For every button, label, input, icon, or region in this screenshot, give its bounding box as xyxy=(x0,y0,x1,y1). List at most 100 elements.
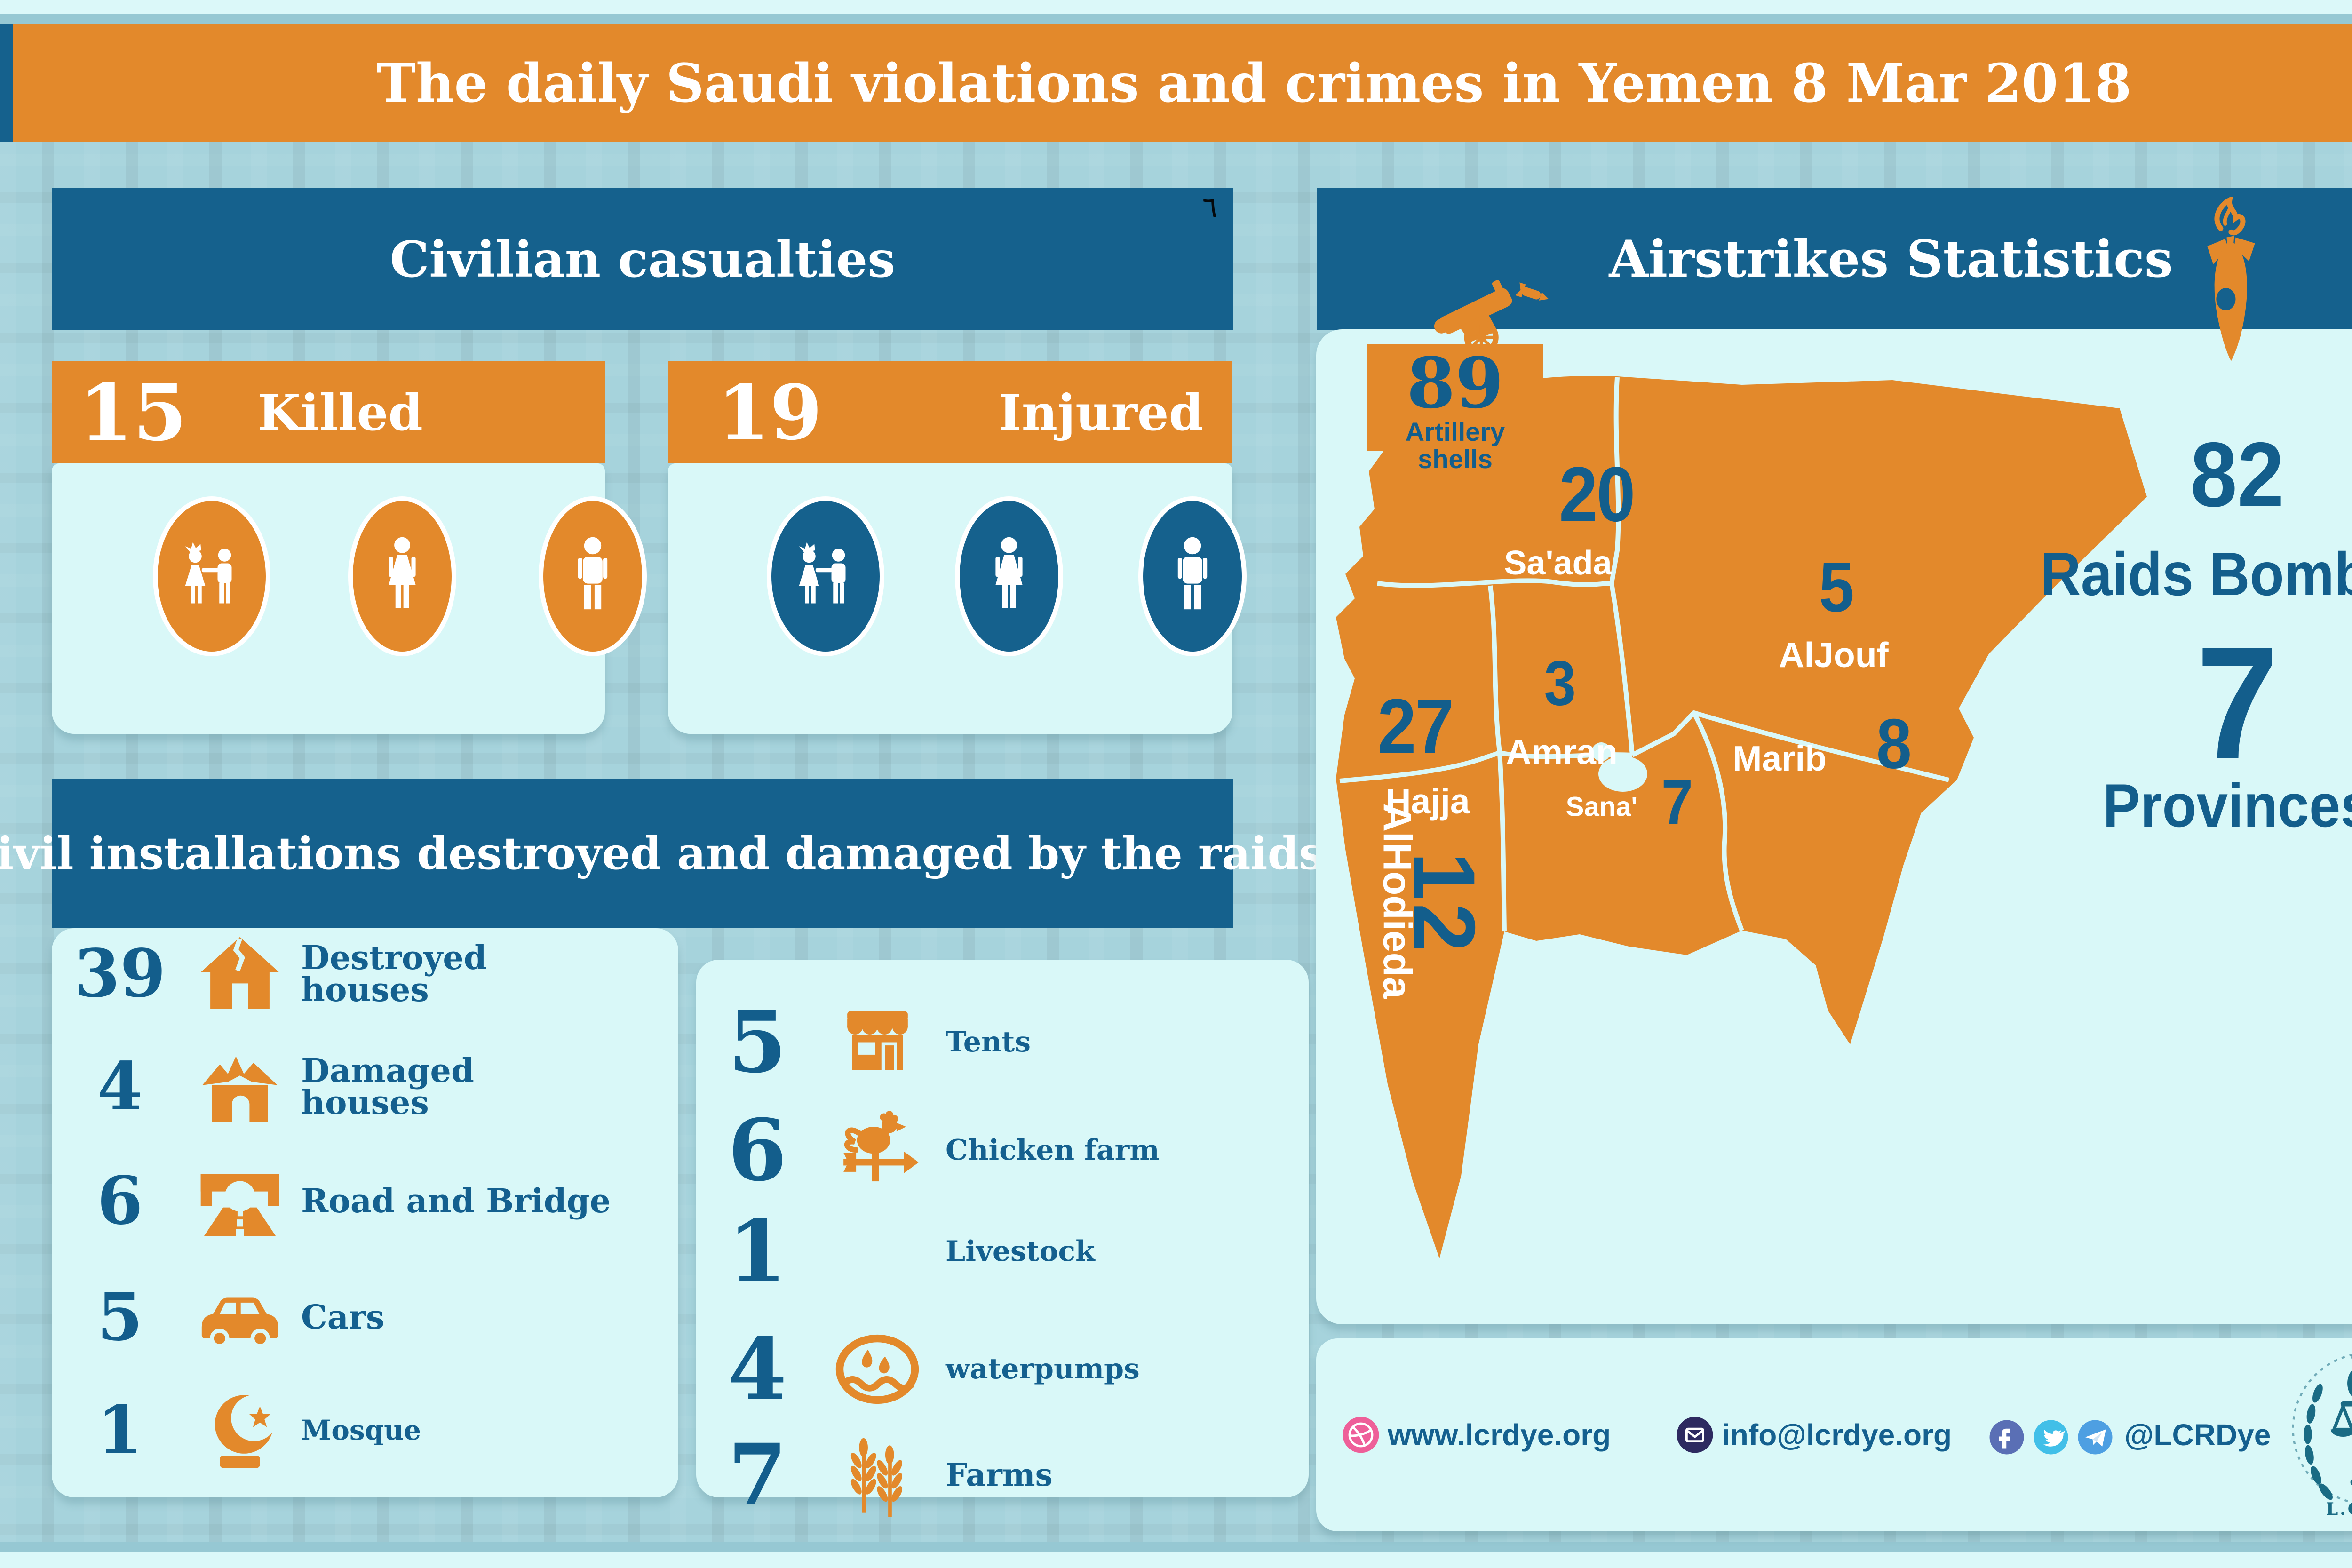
raids-label: Raids Bombed xyxy=(2040,540,2352,608)
injured-label: Injured xyxy=(998,383,1203,442)
installations-header-box: Civil installations destroyed and damage… xyxy=(0,779,1324,928)
children-icon xyxy=(185,542,232,604)
contact-bar: www.lcrdye.org info@lcrdye.org @LCRDye xyxy=(1316,1338,2352,1531)
killed-woman-oval xyxy=(348,496,456,656)
row-label: Road and Bridge xyxy=(301,1181,611,1221)
bottom-strip xyxy=(0,1552,2352,1568)
man-icon xyxy=(578,537,608,610)
killed-label: Killed xyxy=(257,383,423,442)
casualties-header-wrap: Civilian casualties xyxy=(52,188,1233,330)
bomb-icon xyxy=(2207,197,2255,361)
map-label-amran: Amran xyxy=(1506,732,1618,772)
row-count: 1 xyxy=(728,1202,787,1301)
row-count: 6 xyxy=(728,1100,787,1200)
installations-left-panel: 39 Destroyed houses 4 Damaged houses xyxy=(52,928,678,1497)
airstrikes-map-panel: 89 Artillery shells 20 5 3 27 8 7 12 Sa'… xyxy=(1316,280,2352,1324)
map-label-sana: Sana' xyxy=(1565,791,1638,822)
row-count: 1 xyxy=(97,1392,143,1469)
car-icon xyxy=(179,1284,301,1350)
lcrd-logo: L.C.R.D xyxy=(2286,1344,2352,1526)
top-strip xyxy=(0,0,2352,14)
page-title: The daily Saudi violations and crimes in… xyxy=(376,52,2132,114)
injured-man-oval xyxy=(1138,496,1247,656)
list-item: 5 Cars xyxy=(61,1268,668,1367)
map-label-hajja: Hajja xyxy=(1385,781,1470,821)
list-item: 1 Livestock xyxy=(706,1202,1298,1301)
destroyed-house-icon xyxy=(179,934,301,1014)
provinces-count: 7 xyxy=(2196,613,2278,793)
row-label: Chicken farm xyxy=(946,1133,1160,1167)
map-label-saada: Sa'ada xyxy=(1504,544,1612,582)
row-label: waterpumps xyxy=(946,1352,1140,1385)
map-value-marib: 8 xyxy=(1876,704,1912,783)
damaged-house-icon xyxy=(179,1047,301,1127)
row-label: Livestock xyxy=(946,1234,1095,1268)
airstrikes-header-box: Airstrikes Statistics xyxy=(1317,188,2352,330)
artillery-count: 89 xyxy=(1406,342,1504,424)
map-label-aljouf: AlJouf xyxy=(1779,635,1889,675)
row-label: Destroyed houses xyxy=(301,938,487,1009)
injured-count: 19 xyxy=(717,368,822,457)
row-count: 5 xyxy=(97,1279,143,1356)
cannon-icon xyxy=(1434,280,1549,355)
map-value-aljouf: 5 xyxy=(1819,547,1854,627)
injured-icons-panel xyxy=(668,463,1247,734)
map-lake xyxy=(1592,742,1647,792)
waterpump-icon xyxy=(809,1330,946,1408)
map-value-amran: 3 xyxy=(1544,647,1576,719)
social-handle: @LCRDye xyxy=(2124,1418,2271,1452)
map-value-hajja: 27 xyxy=(1377,683,1454,770)
lcrd-logo-emblem xyxy=(2292,1353,2352,1504)
artillery-label: Artillery shells xyxy=(1405,417,1505,474)
row-label: Damaged houses xyxy=(301,1051,474,1122)
website-link: www.lcrdye.org xyxy=(1388,1418,1611,1452)
yemen-map xyxy=(1336,375,2147,1258)
children-icon xyxy=(799,542,846,604)
mosque-icon xyxy=(179,1388,301,1472)
map-value-sana: 7 xyxy=(1661,766,1693,838)
top-band xyxy=(0,14,2352,24)
row-label: Tents xyxy=(946,1025,1031,1059)
row-count: 4 xyxy=(97,1048,143,1125)
row-count: 5 xyxy=(728,992,787,1092)
mail-icon xyxy=(1677,1417,1713,1453)
bottom-band xyxy=(0,1542,2352,1552)
list-item: 39 Destroyed houses xyxy=(61,924,668,1023)
list-item: 4 Damaged houses xyxy=(61,1037,668,1136)
row-count: 6 xyxy=(97,1162,143,1240)
map-value-saada: 20 xyxy=(1559,451,1635,538)
killed-man-oval xyxy=(539,496,647,656)
map-province-borders xyxy=(1339,377,1950,932)
map-label-alhodieda: AlHodieda xyxy=(1375,803,1420,999)
provinces-label: Provinces xyxy=(2103,771,2352,840)
installations-right-panel: 5 Tents 6 xyxy=(696,960,1309,1525)
casualties-header-box: Civilian casualties ٦ xyxy=(52,188,1233,330)
row-count: 7 xyxy=(728,1425,787,1525)
list-item: 6 Road and Bridge xyxy=(61,1152,668,1250)
map-label-marib: Marib xyxy=(1732,739,1827,778)
killed-box: 15 Killed xyxy=(52,361,605,463)
killed-count: 15 xyxy=(79,366,187,458)
wheat-icon xyxy=(809,1432,946,1519)
rooster-weathervane-icon xyxy=(809,1107,946,1194)
row-count: 4 xyxy=(728,1319,787,1419)
map-landmass xyxy=(1336,375,2147,1258)
tent-shop-icon xyxy=(809,1003,946,1081)
title-banner: The daily Saudi violations and crimes in… xyxy=(13,24,2352,142)
injured-children-oval xyxy=(767,496,884,656)
email-link: info@lcrdye.org xyxy=(1722,1418,1952,1452)
banner-left-sliver xyxy=(0,24,13,142)
injured-box: 19 Injured xyxy=(668,361,1232,463)
corner-mark: ٦ xyxy=(1202,191,1217,224)
killed-icons-panel xyxy=(52,463,647,734)
facebook-icon xyxy=(1989,1420,2024,1455)
telegram-icon xyxy=(2078,1420,2113,1455)
lcrd-logo-text: L.C.R.D xyxy=(2326,1499,2352,1519)
raids-count: 82 xyxy=(2190,423,2284,526)
injured-woman-oval xyxy=(955,496,1063,656)
list-item: 6 Chicken fa xyxy=(706,1101,1298,1200)
list-item: 7 xyxy=(706,1425,1298,1525)
row-label: Farms xyxy=(946,1456,1053,1493)
row-label: Cars xyxy=(301,1297,385,1337)
